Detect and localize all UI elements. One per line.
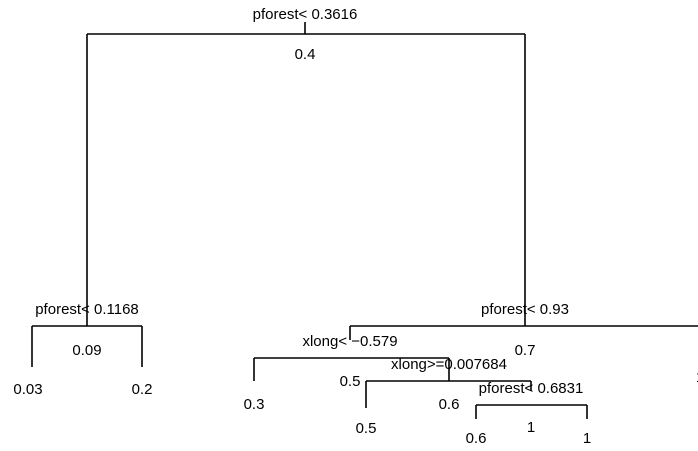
value-label-right-left: 0.5 — [340, 373, 361, 390]
value-label-left: 0.09 — [72, 342, 101, 359]
value-label-right: 0.7 — [515, 342, 536, 359]
value-label-right-left-right: 0.6 — [439, 396, 460, 413]
leaf-right-left-left: 0.3 — [244, 396, 265, 413]
leaf-rlr-left: 0.5 — [356, 420, 377, 437]
node-left: pforest< 0.1168 0.09 — [31, 301, 143, 367]
split-label-right: pforest< 0.93 — [481, 301, 569, 318]
split-label-right-left: xlong< −0.579 — [302, 333, 397, 350]
node-right: pforest< 0.93 0.7 1 — [349, 301, 698, 386]
node-root: pforest< 0.3616 0.4 — [86, 6, 526, 326]
split-label-root: pforest< 0.3616 — [253, 6, 358, 23]
leaf-rlrr-left: 0.6 — [466, 430, 487, 447]
value-label-rlr-right: 1 — [527, 419, 535, 436]
leaf-rlrr-right: 1 — [583, 430, 591, 447]
split-label-right-left-right: xlong>=0.007684 — [391, 356, 507, 373]
split-label-left: pforest< 0.1168 — [35, 301, 139, 318]
leaf-left-left: 0.03 — [13, 381, 42, 398]
node-right-left-right: xlong>=0.007684 0.6 — [365, 356, 532, 413]
split-label-rlr-right: pforest< 0.6831 — [479, 380, 584, 397]
leaf-right-right: 1 — [696, 369, 698, 386]
node-right-left: xlong< −0.579 0.5 — [253, 333, 450, 390]
node-rlr-right: pforest< 0.6831 1 — [475, 380, 588, 436]
leaf-left-right: 0.2 — [132, 381, 153, 398]
value-label-root: 0.4 — [295, 46, 316, 63]
